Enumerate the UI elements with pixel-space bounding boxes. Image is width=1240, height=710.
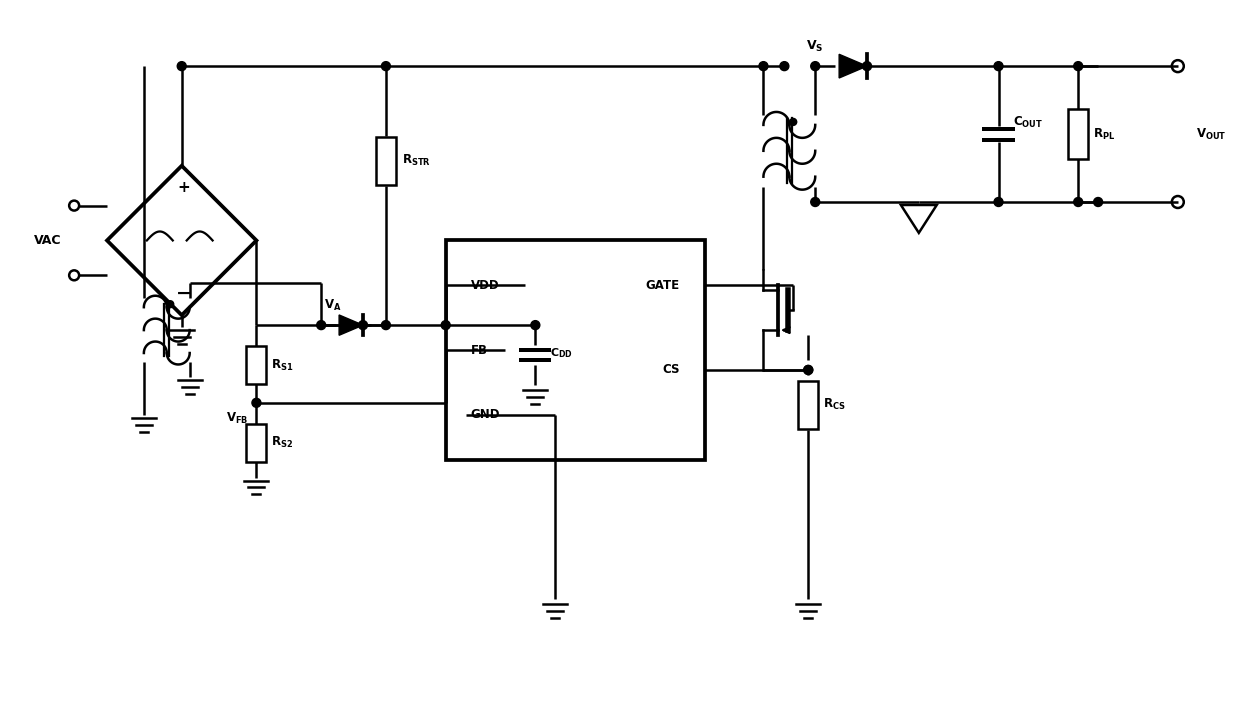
Bar xyxy=(445,241,704,459)
Text: $\mathbf{V_A}$: $\mathbf{V_A}$ xyxy=(324,298,342,313)
Circle shape xyxy=(382,62,391,70)
Circle shape xyxy=(780,62,789,70)
Bar xyxy=(376,137,396,185)
Text: FB: FB xyxy=(471,344,487,356)
Circle shape xyxy=(804,366,812,374)
Text: GATE: GATE xyxy=(646,279,680,292)
Text: GND: GND xyxy=(471,408,500,421)
Polygon shape xyxy=(339,315,363,335)
Text: $\mathbf{V_{OUT}}$: $\mathbf{V_{OUT}}$ xyxy=(1195,126,1226,141)
Circle shape xyxy=(166,301,174,307)
Circle shape xyxy=(531,321,539,329)
Text: $\mathbf{R_{CS}}$: $\mathbf{R_{CS}}$ xyxy=(823,398,846,413)
Circle shape xyxy=(759,62,768,70)
Text: CS: CS xyxy=(662,364,680,376)
Text: $\mathbf{V_{FB}}$: $\mathbf{V_{FB}}$ xyxy=(226,411,248,426)
Bar xyxy=(1068,109,1089,159)
Text: $\mathbf{R_{S1}}$: $\mathbf{R_{S1}}$ xyxy=(272,357,294,373)
Circle shape xyxy=(863,62,872,70)
Bar xyxy=(799,381,818,429)
Circle shape xyxy=(252,398,260,408)
Polygon shape xyxy=(839,54,867,78)
Circle shape xyxy=(994,62,1003,70)
Circle shape xyxy=(382,321,391,329)
Circle shape xyxy=(811,62,820,70)
Bar xyxy=(247,424,267,462)
Circle shape xyxy=(804,366,812,374)
Text: +: + xyxy=(177,180,190,195)
Circle shape xyxy=(441,321,450,329)
Circle shape xyxy=(994,197,1003,207)
Circle shape xyxy=(177,62,186,70)
Text: $\mathbf{R_{STR}}$: $\mathbf{R_{STR}}$ xyxy=(402,153,430,168)
Text: −: − xyxy=(176,284,192,302)
Circle shape xyxy=(358,321,367,329)
Text: VDD: VDD xyxy=(471,279,500,292)
Text: $\mathbf{C_{OUT}}$: $\mathbf{C_{OUT}}$ xyxy=(1013,114,1044,130)
Circle shape xyxy=(811,197,820,207)
Circle shape xyxy=(1074,197,1083,207)
Circle shape xyxy=(316,321,326,329)
Circle shape xyxy=(790,119,797,126)
Circle shape xyxy=(1094,197,1102,207)
Text: $\mathbf{V_S}$: $\mathbf{V_S}$ xyxy=(806,39,823,54)
Text: $\mathbf{R_{PL}}$: $\mathbf{R_{PL}}$ xyxy=(1094,126,1115,141)
Circle shape xyxy=(1074,62,1083,70)
Text: $\mathbf{C_{DD}}$: $\mathbf{C_{DD}}$ xyxy=(551,346,573,360)
Text: $\mathbf{R_{S2}}$: $\mathbf{R_{S2}}$ xyxy=(272,435,294,450)
Bar xyxy=(247,346,267,384)
Text: VAC: VAC xyxy=(33,234,61,247)
